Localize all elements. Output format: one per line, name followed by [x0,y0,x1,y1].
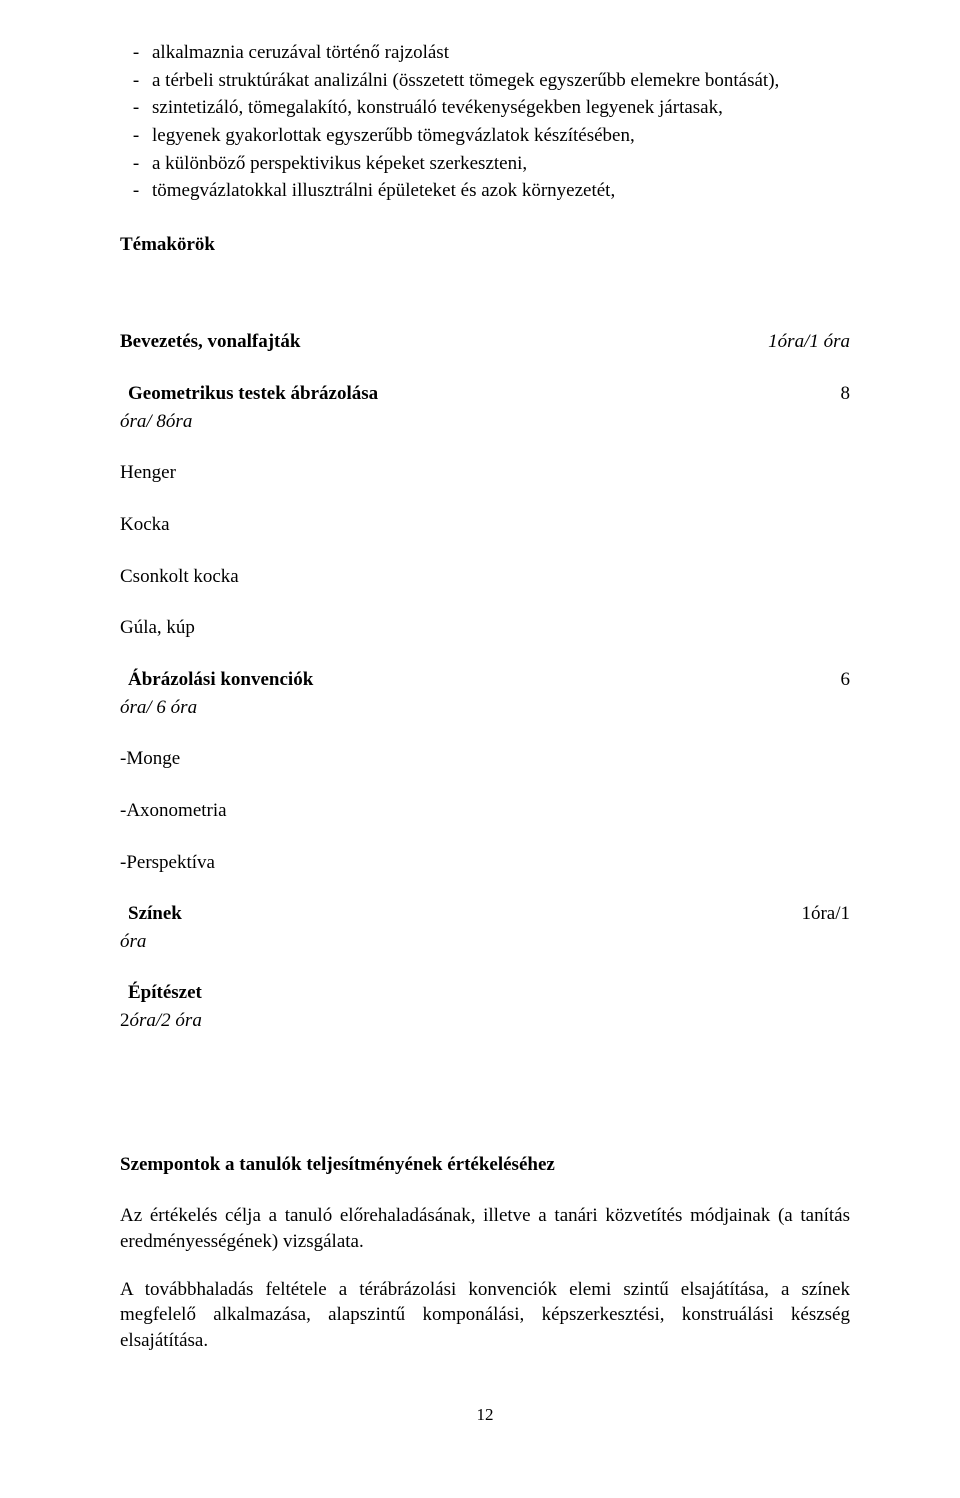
projection-item: -Perspektíva [120,850,850,876]
topic-row-abrazolasi: Ábrázolási konvenciók 6 [120,667,850,693]
temakorok-heading: Témakörök [120,232,850,258]
list-item: - tömegvázlatokkal illusztrálni épületek… [120,178,850,204]
topic-row-epiteszet: Építészet [120,980,850,1006]
topic-sub: óra/ 8óra [120,409,850,435]
list-item: - a különböző perspektivikus képeket sze… [120,151,850,177]
projection-item: -Axonometria [120,798,850,824]
topic-label: Geometrikus testek ábrázolása [120,381,378,407]
list-item: - legyenek gyakorlottak egyszerűbb tömeg… [120,123,850,149]
topic-row-szinek: Színek 1óra/1 [120,901,850,927]
list-item: - alkalmaznia ceruzával történő rajzolás… [120,40,850,66]
bullet-dash: - [120,151,152,177]
sub-rest: óra/2 óra [130,1010,202,1031]
topic-number: 8 [841,381,851,407]
szempontok-heading: Szempontok a tanulók teljesítményének ér… [120,1152,850,1178]
bullet-text: legyenek gyakorlottak egyszerűbb tömegvá… [152,123,850,149]
bullet-text: a különböző perspektivikus képeket szerk… [152,151,850,177]
list-item: - a térbeli struktúrákat analizálni (öss… [120,68,850,94]
topic-label: Bevezetés, vonalfajták [120,329,730,355]
list-item: - szintetizáló, tömegalakító, konstruáló… [120,95,850,121]
topic-row-bevezetes: Bevezetés, vonalfajták 1óra/1 óra [120,329,850,355]
bullet-text: szintetizáló, tömegalakító, konstruáló t… [152,95,850,121]
bullet-dash: - [120,95,152,121]
page-number: 12 [120,1404,850,1427]
solid-item: Henger [120,460,850,486]
bullet-dash: - [120,68,152,94]
solid-item: Gúla, kúp [120,615,850,641]
topic-label: Ábrázolási konvenciók [120,667,313,693]
projection-item: -Monge [120,746,850,772]
solid-item: Kocka [120,512,850,538]
objectives-list: - alkalmaznia ceruzával történő rajzolás… [120,40,850,204]
bullet-text: alkalmaznia ceruzával történő rajzolást [152,40,850,66]
topic-sub: óra [120,929,850,955]
sub-prefix: 2 [120,1010,130,1031]
solid-item: Csonkolt kocka [120,564,850,590]
topic-hours: 1óra/1 óra [730,329,850,355]
topic-sub: óra/ 6 óra [120,695,850,721]
bullet-dash: - [120,178,152,204]
topic-number: 6 [841,667,851,693]
bullet-dash: - [120,123,152,149]
paragraph: A továbbhaladás feltétele a térábrázolás… [120,1277,850,1354]
topic-label: Színek [120,901,182,927]
topic-sub: 2óra/2 óra [120,1008,850,1034]
bullet-text: tömegvázlatokkal illusztrálni épületeket… [152,178,850,204]
topic-row-geometrikus: Geometrikus testek ábrázolása 8 [120,381,850,407]
paragraph: Az értékelés célja a tanuló előrehaladás… [120,1203,850,1254]
bullet-dash: - [120,40,152,66]
bullet-text: a térbeli struktúrákat analizálni (össze… [152,68,850,94]
topic-hours: 1óra/1 [801,901,850,927]
